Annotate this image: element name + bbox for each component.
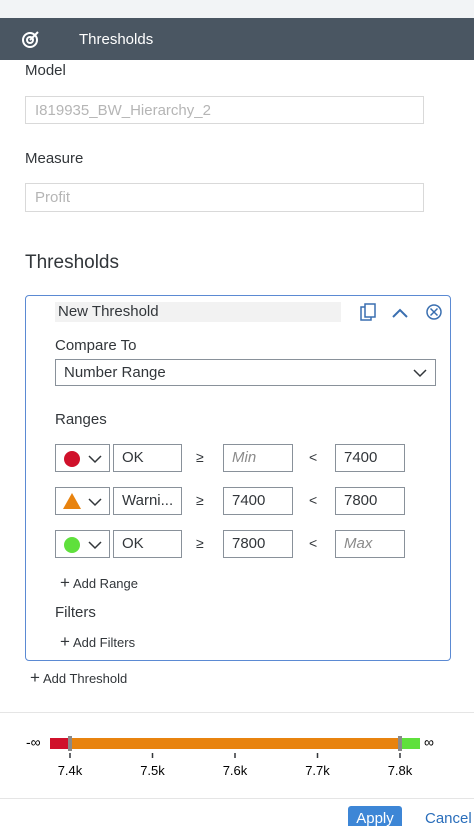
measure-input[interactable]: Profit: [25, 183, 424, 212]
filters-label: Filters: [55, 604, 96, 621]
status-icon: [64, 537, 102, 553]
copy-icon-back: [364, 303, 376, 318]
ranges-label: Ranges: [55, 411, 107, 428]
target-icon: [22, 31, 39, 48]
range-segment: [50, 738, 70, 749]
operator: ≥: [196, 535, 204, 551]
min-input[interactable]: Min: [223, 444, 293, 472]
tick-label: 7.8k: [388, 763, 413, 778]
operator: <: [309, 492, 318, 508]
range-handle[interactable]: [68, 736, 72, 751]
add-filters[interactable]: + Add Filters: [60, 632, 136, 651]
header-bar: Thresholds: [0, 18, 474, 60]
operator: <: [309, 535, 318, 551]
add-range-text[interactable]: Add Range: [72, 576, 138, 591]
tick-label: 7.4k: [58, 763, 83, 778]
threshold-name[interactable]: New Threshold: [58, 303, 159, 320]
measure-label: Measure: [25, 150, 84, 167]
max-input[interactable]: Max: [335, 530, 405, 558]
divider: [0, 712, 474, 713]
triangle-icon: [63, 493, 81, 509]
circle-icon: [64, 537, 80, 553]
compare-label: Compare To: [55, 337, 137, 354]
add-threshold-text[interactable]: Add Threshold: [42, 671, 128, 686]
footer-divider: [0, 798, 474, 799]
range-handle[interactable]: [398, 736, 402, 751]
dropdown-arrow: [88, 455, 102, 464]
color-select[interactable]: [55, 444, 110, 472]
add-range[interactable]: + Add Range: [60, 573, 138, 592]
operator: <: [309, 449, 318, 465]
threshold-scale: -∞ ∞ 7.4k 7.5k 7.6k 7.7k 7.8k: [26, 734, 434, 778]
name-field[interactable]: [55, 302, 341, 322]
top-strip: [0, 0, 474, 18]
model-label: Model: [25, 62, 66, 79]
min-input[interactable]: 7800: [223, 530, 293, 558]
compare-value: Number Range: [64, 364, 166, 381]
tick-label: 7.5k: [140, 763, 165, 778]
section-title: Thresholds: [25, 252, 119, 273]
tick-label: 7.7k: [305, 763, 330, 778]
color-select[interactable]: [55, 487, 110, 515]
model-input[interactable]: I819935_BW_Hierarchy_2: [25, 96, 424, 124]
collapse-icon[interactable]: [392, 308, 408, 318]
pos-infinity: ∞: [424, 734, 434, 750]
remove-icon[interactable]: [426, 304, 442, 320]
dropdown-arrow: [413, 369, 427, 378]
tick-label: 7.6k: [223, 763, 248, 778]
range-label[interactable]: OK: [113, 530, 182, 558]
compare-select[interactable]: Number Range: [55, 359, 436, 386]
dropdown-arrow: [88, 498, 102, 507]
threshold-card: New Threshold Compare To Number Range Ra…: [25, 295, 451, 661]
range-label[interactable]: Warni...: [113, 487, 182, 515]
neg-infinity: -∞: [26, 734, 41, 750]
range-segment: [400, 738, 420, 749]
max-input[interactable]: 7800: [335, 487, 405, 515]
remove-x: [429, 307, 439, 317]
color-select[interactable]: [55, 530, 110, 558]
header-title: Thresholds: [79, 31, 154, 48]
range-label[interactable]: OK: [113, 444, 182, 472]
operator: ≥: [196, 492, 204, 508]
apply-button[interactable]: Apply: [348, 806, 402, 826]
operator: ≥: [196, 449, 204, 465]
max-input[interactable]: 7400: [335, 444, 405, 472]
card-icons: [360, 303, 442, 321]
range-segment: [70, 738, 400, 749]
add-filters-text[interactable]: Add Filters: [72, 635, 136, 650]
status-icon: [64, 451, 102, 467]
status-icon: [63, 493, 102, 509]
cancel-button[interactable]: Cancel: [425, 810, 472, 826]
min-input[interactable]: 7400: [223, 487, 293, 515]
add-threshold[interactable]: + Add Threshold: [30, 668, 128, 687]
dropdown-arrow: [88, 541, 102, 550]
circle-icon: [64, 451, 80, 467]
